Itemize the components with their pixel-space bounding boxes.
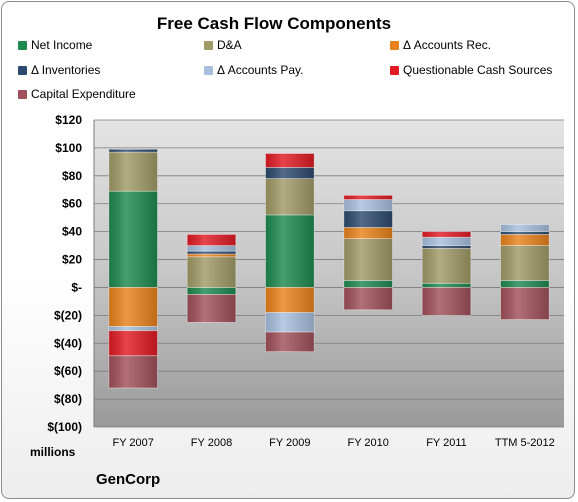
legend-item: D&A (204, 38, 242, 52)
y-tick-label: $(100) (47, 420, 82, 434)
bar-shine (343, 280, 393, 288)
bar-shine (343, 199, 393, 211)
x-tick-label: FY 2011 (426, 437, 467, 449)
y-tick-label: $(40) (54, 336, 82, 350)
legend-item: Δ Inventories (18, 63, 100, 77)
bar-shine (500, 224, 550, 232)
y-tick-label: $20 (62, 253, 82, 267)
bar-shine (265, 287, 315, 313)
bar-shine (265, 178, 315, 215)
x-tick-label: TTM 5-2012 (495, 437, 555, 449)
bar-shine (265, 214, 315, 288)
bar-shine (187, 234, 236, 246)
legend-swatch (18, 89, 27, 99)
brand-label: GenCorp (96, 471, 161, 488)
x-tick-label: FY 2007 (112, 437, 153, 449)
y-tick-label: $- (71, 280, 82, 294)
legend-item: Δ Accounts Pay. (204, 63, 304, 77)
y-tick-label: $(80) (54, 392, 82, 406)
y-tick-label: $40 (62, 225, 82, 239)
bar-shine (343, 227, 393, 239)
bar-shine (500, 245, 550, 281)
y-tick-label: $120 (55, 113, 82, 127)
legend-label: D&A (217, 38, 242, 52)
bar-shine (265, 332, 315, 352)
legend-label: Net Income (31, 38, 93, 52)
legend-item: Net Income (18, 38, 92, 52)
plot-area (94, 120, 564, 427)
bar-shine (500, 280, 550, 288)
legend-label: Questionable Cash Sources (403, 63, 553, 77)
bar-shine (422, 283, 471, 288)
legend-swatch (390, 65, 399, 75)
legend-label: Δ Accounts Rec. (403, 38, 492, 52)
bar-shine (343, 210, 393, 228)
legend-item: Δ Accounts Rec. (390, 38, 491, 52)
bar-shine (265, 153, 315, 168)
legend-swatch (204, 65, 213, 75)
y-tick-label: $100 (55, 141, 82, 155)
x-tick-label: FY 2008 (191, 437, 232, 449)
bar-shine (187, 245, 236, 252)
legend-swatch (18, 65, 27, 75)
legend-swatch (390, 40, 399, 50)
bar-shine (343, 238, 393, 281)
bar-shine (422, 231, 471, 238)
bar-shine (265, 167, 315, 179)
bar-shine (422, 248, 471, 284)
bar-shine (108, 330, 158, 356)
bar-shine (108, 355, 158, 388)
bar-shine (500, 234, 550, 246)
bar-shine (108, 149, 158, 153)
x-tick-label: FY 2010 (347, 437, 388, 449)
bar-shine (422, 287, 471, 316)
bar-shine (108, 326, 158, 331)
y-tick-label: $80 (62, 169, 82, 183)
chart-title: Free Cash Flow Components (156, 14, 392, 33)
bar-shine (108, 287, 158, 327)
bar-shine (422, 237, 471, 246)
y-tick-label: $60 (62, 197, 82, 211)
x-tick-label: FY 2009 (269, 437, 310, 449)
legend-label: Δ Accounts Pay. (217, 63, 304, 77)
bar-shine (500, 231, 550, 235)
bar-shine (343, 287, 393, 310)
legend-swatch (18, 40, 27, 50)
bar-shine (265, 312, 315, 333)
bar-shine (187, 253, 236, 257)
legend-item: Capital Expenditure (18, 87, 136, 101)
bar-shine (187, 256, 236, 288)
unit-label: millions (30, 445, 76, 459)
bar-shine (343, 195, 393, 200)
bar-shine (108, 152, 158, 192)
legend-swatch (204, 40, 213, 50)
y-tick-label: $(60) (54, 364, 82, 378)
legend-label: Δ Inventories (31, 63, 101, 77)
bar-shine (500, 287, 550, 320)
legend-label: Capital Expenditure (31, 87, 136, 101)
bar-shine (108, 191, 158, 288)
bar-shine (187, 251, 236, 254)
legend-item: Questionable Cash Sources (390, 63, 552, 77)
bar-shine (422, 245, 471, 249)
y-tick-label: $(20) (54, 308, 82, 322)
bar-shine (187, 287, 236, 295)
bar-shine (187, 294, 236, 323)
